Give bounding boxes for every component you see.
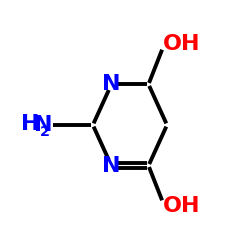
Text: N: N — [102, 74, 121, 94]
Text: N: N — [102, 156, 121, 176]
Text: H: H — [21, 114, 40, 134]
Text: N: N — [34, 115, 52, 135]
Text: 2: 2 — [40, 125, 50, 139]
Text: OH: OH — [163, 196, 201, 216]
Text: OH: OH — [163, 34, 201, 54]
